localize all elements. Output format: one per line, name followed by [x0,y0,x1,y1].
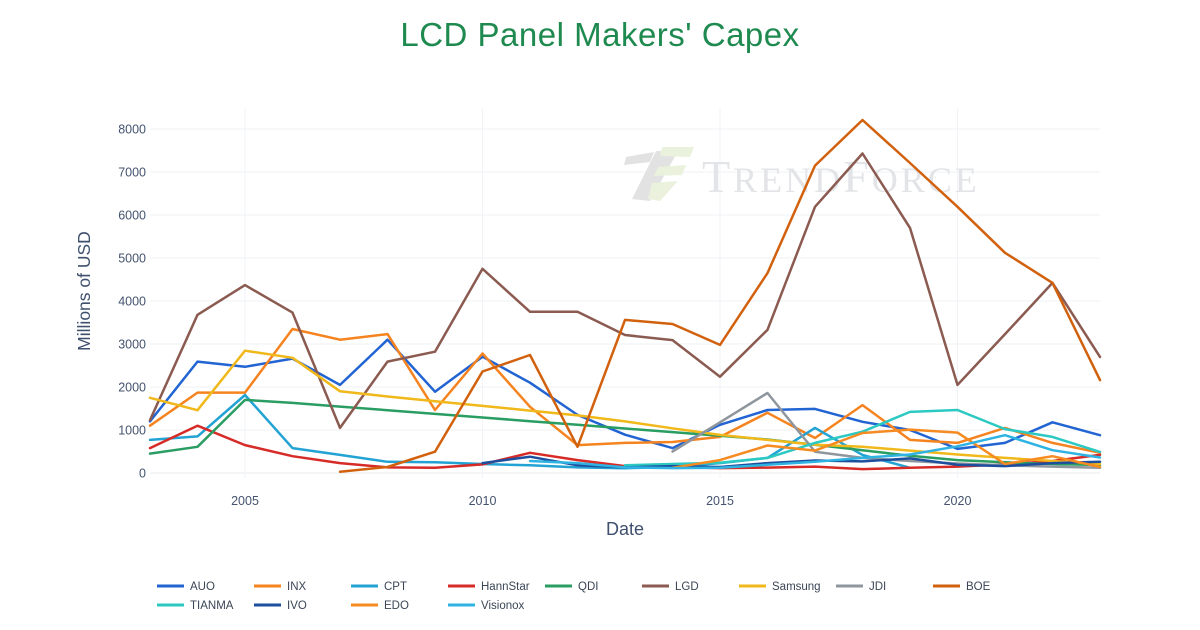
legend-item-TIANMA[interactable]: TIANMA [157,600,234,612]
legend-item-AUO[interactable]: AUO [157,581,215,593]
series-line-BOE[interactable] [338,118,1102,473]
legend-label-TIANMA: TIANMA [190,600,234,612]
y-tick-label: 2000 [118,381,146,395]
x-axis-title: Date [605,519,645,539]
legend-label-INX: INX [287,581,307,593]
legend-label-IVO: IVO [287,600,307,612]
trendforce-logo-icon [624,147,694,201]
legend-label-CPT: CPT [384,581,407,593]
y-tick-label: 4000 [118,295,146,309]
y-tick-label: 3000 [118,338,146,352]
legend-item-QDI[interactable]: QDI [545,581,598,593]
series-line-EDO[interactable] [671,428,1102,470]
x-tick-label: 2005 [231,494,259,508]
series-line-INX[interactable] [148,327,1102,455]
x-tick-label: 2010 [469,494,497,508]
series-line-IVO[interactable] [481,455,1102,469]
series-line-LGD[interactable] [148,152,1102,430]
legend-label-QDI: QDI [578,581,598,593]
series-line-Samsung[interactable] [148,349,1102,466]
series-layer [148,118,1102,473]
legend-label-AUO: AUO [190,581,215,593]
y-tick-label: 6000 [118,209,146,223]
series-line-Visionox[interactable] [528,433,1102,470]
trendforce-watermark: TRENDFORCE [624,147,980,202]
legend-item-BOE[interactable]: BOE [933,581,991,593]
legend: AUO INX CPT HannStar QDI LGD Samsung JDI BOE TIAN… [157,581,991,612]
legend-label-Visionox: Visionox [481,600,525,612]
legend-item-CPT[interactable]: CPT [351,581,407,593]
legend-label-HannStar: HannStar [481,581,530,593]
legend-label-LGD: LGD [675,581,699,593]
legend-item-INX[interactable]: INX [254,581,307,593]
y-tick-label: 5000 [118,252,146,266]
y-tick-label: 7000 [118,166,146,180]
series-line-QDI[interactable] [148,398,1102,467]
legend-item-LGD[interactable]: LGD [642,581,699,593]
legend-label-BOE: BOE [966,581,991,593]
legend-item-JDI[interactable]: JDI [836,581,886,593]
legend-item-Samsung[interactable]: Samsung [739,581,821,593]
chart-title: LCD Panel Makers' Capex [400,16,800,53]
legend-item-EDO[interactable]: EDO [351,600,409,612]
legend-item-HannStar[interactable]: HannStar [448,581,530,593]
watermark-text: TRENDFORCE [702,151,980,202]
legend-label-Samsung: Samsung [772,581,821,593]
x-tick-label: 2020 [944,494,972,508]
y-tick-label: 8000 [118,123,146,137]
legend-item-Visionox[interactable]: Visionox [448,600,525,612]
legend-label-EDO: EDO [384,600,409,612]
legend-label-JDI: JDI [869,581,886,593]
x-tick-label: 2015 [706,494,734,508]
grid-layer [150,108,1100,478]
y-tick-label: 0 [139,467,146,481]
legend-item-IVO[interactable]: IVO [254,600,307,612]
y-tick-label: 1000 [118,424,146,438]
tick-layer: 0 1000 2000 3000 4000 5000 6000 7000 8000 2005 201… [118,123,971,509]
